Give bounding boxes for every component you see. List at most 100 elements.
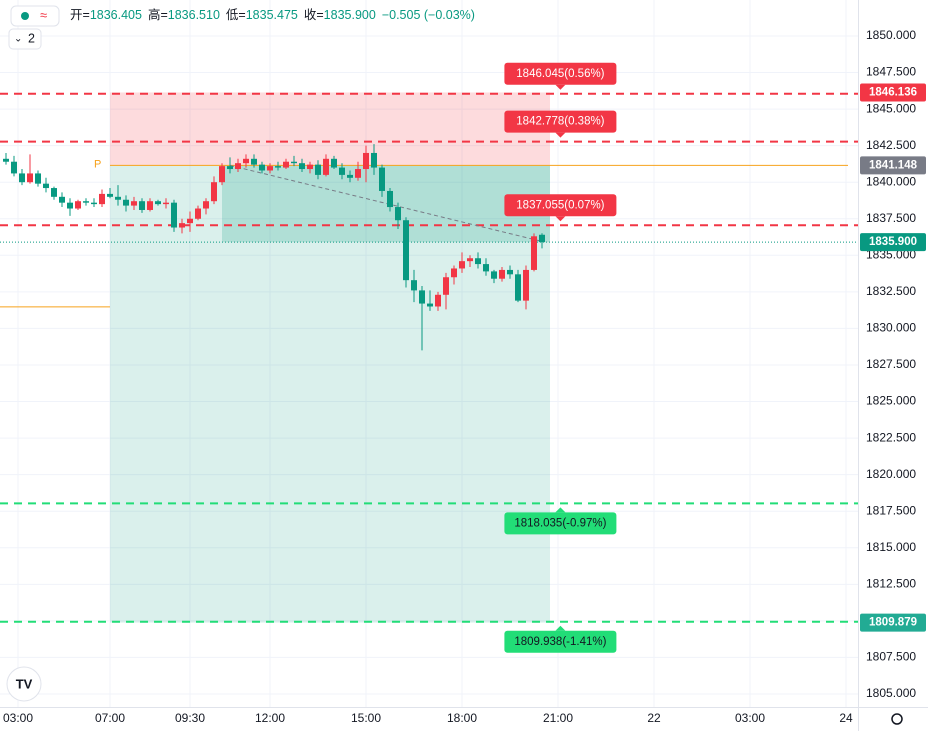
candle-body [475,258,481,265]
x-tick-label: 15:00 [351,711,381,725]
price-tag-label: 1841.148 [869,159,918,171]
candle-body [427,303,433,307]
status-dot [21,12,29,20]
candle-body [539,234,545,243]
candle-body [379,167,385,191]
price-tag [860,613,926,632]
candle-body [499,269,505,279]
candle-body [323,158,329,175]
candle-body [395,207,401,221]
level-tag-pointer [555,132,566,138]
candle-body [459,261,465,269]
y-tick-label: 1847.500 [866,65,916,79]
gear-icon[interactable] [891,713,903,725]
y-tick-label: 1822.500 [866,430,916,444]
candle-body [315,164,321,175]
candle-body [83,201,89,203]
candle-body [123,199,129,206]
candle-body [467,258,473,262]
candle-body [339,167,345,175]
candle-body [131,201,137,206]
status-icon: ≈ [40,7,47,22]
level-tag [504,110,617,133]
x-tick-label: 03:00 [735,711,765,725]
y-tick-label: 1837.500 [866,211,916,225]
status-box[interactable] [10,5,60,27]
y-tick-label: 1842.500 [866,138,916,152]
y-tick-label: 1832.500 [866,284,916,298]
progress-zone [222,165,550,243]
candle-body [523,269,529,301]
chevron: ⌄ [14,34,22,45]
candle-body [171,202,177,228]
price-tag [860,233,926,252]
ohlc-key: 收= [304,8,324,22]
header: ≈ 开=1836.405 高=1836.510 低=1835.475 收=1835.9… [8,5,475,50]
candle-body [99,193,105,205]
level-tag [504,194,617,217]
candle-body [483,264,489,272]
candle-body [371,152,377,168]
x-tick-label: 03:00 [3,711,33,725]
logo: TV [6,666,42,702]
candle-body [435,294,441,307]
target-zone [110,92,550,166]
candle-body [147,201,153,210]
level-tag-label: 1809.938(-1.41%) [514,636,606,648]
candle-body [219,166,225,183]
candle-body [243,158,249,164]
candle-body [531,236,537,270]
candle-body [387,190,393,208]
candle-body [291,161,297,164]
collapse-button[interactable] [8,28,42,50]
level-tag [504,62,617,85]
y-tick-label: 1820.000 [866,467,916,481]
candle-body [235,163,241,170]
level-tag-label: 1846.045(0.56%) [516,68,604,80]
level-tag-label: 1837.055(0.07%) [516,199,604,211]
candle-body [27,173,33,183]
candle-body [283,161,289,168]
y-tick-label: 1825.000 [866,394,916,408]
candle-body [451,268,457,278]
y-tick-label: 1815.000 [866,540,916,554]
candle-body [155,201,161,205]
x-tick-label: 12:00 [255,711,285,725]
candle-body [51,188,57,197]
candle-body [275,166,281,168]
ohlc-value: 1835.475 [246,8,298,22]
candle-body [179,223,185,228]
candle-body [363,152,369,170]
candle-body [227,166,233,170]
candle-body [3,158,9,162]
level-tag-pointer [555,84,566,90]
candle-body [195,208,201,219]
x-tick-label: 09:30 [175,711,205,725]
candle-body [11,161,17,174]
candle-body [203,201,209,209]
indicator-count: 2 [28,31,35,45]
ohlc-value: 1836.510 [168,8,220,22]
candle-body [347,174,353,178]
candle-body [211,182,217,202]
ohlc-value: 1835.900 [324,8,376,22]
settings[interactable] [891,713,903,725]
level-tag-label: 1842.778(0.38%) [516,116,604,128]
candle-body [19,173,25,183]
candle-body [515,274,521,301]
price-tag [860,83,926,102]
candle-body [267,166,273,171]
candle-body [411,280,417,291]
candle-body [403,220,409,281]
candle-body [251,158,257,165]
x-tick-label: 07:00 [95,711,125,725]
candle-body [75,201,81,209]
price-tag [860,156,926,175]
price-tag-label: 1835.900 [869,236,917,248]
price-tag-label: 1809.879 [869,617,917,629]
price-tag-label: 1846.136 [869,87,917,99]
logo-circle[interactable] [6,666,42,702]
plot-area: P 1846.045(0.56%) 1842.778(0.38%) 1837.055(… [0,0,858,707]
candle-body [507,269,513,275]
